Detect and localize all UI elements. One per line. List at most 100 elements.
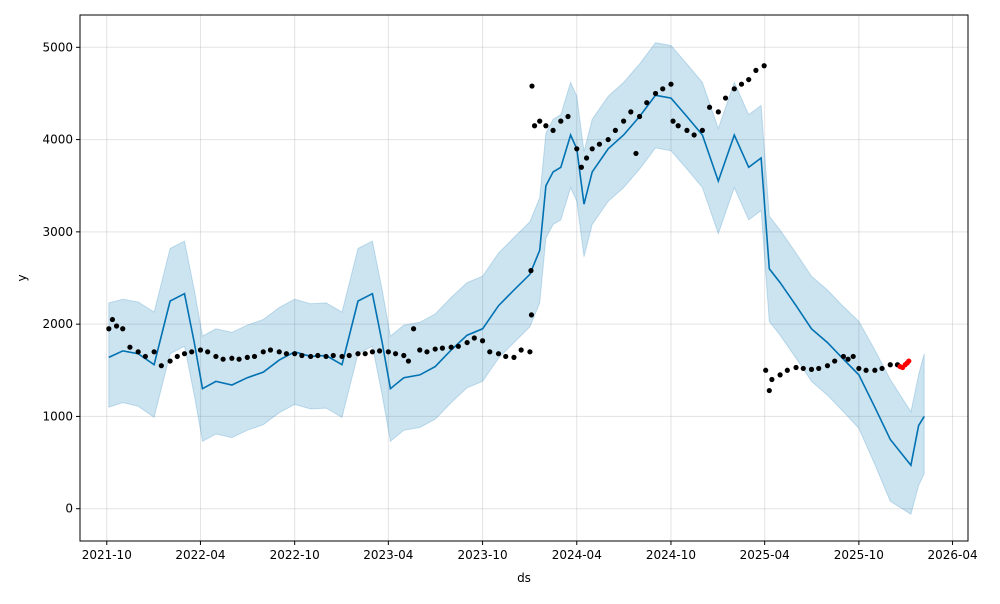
actual-point [142,353,148,360]
actual-point [432,346,438,352]
actual-point [283,351,290,357]
actual-point [181,351,188,357]
actual-point [135,349,141,355]
actual-point [197,347,204,353]
actual-point [479,338,486,344]
actual-point [527,349,533,355]
actual-point [151,349,157,355]
y-ticks: 0 1000 2000 3000 4000 5000 [42,40,80,516]
actual-point [495,351,502,357]
x-tick-label: 2023-04 [363,548,413,562]
actual-point [385,349,391,355]
x-ticks: 2021-10 2022-04 2022-10 2023-04 2023-10 2024-… [82,541,978,562]
actual-point [424,349,430,355]
actual-points [106,63,901,394]
actual-point [652,90,659,97]
actual-point [644,100,650,106]
actual-point [761,63,767,69]
actual-point [455,343,461,349]
actual-point [589,146,595,152]
actual-point [401,352,407,359]
actual-point [315,352,321,359]
actual-point [699,127,705,133]
actual-point [220,356,226,362]
actual-point [605,136,611,143]
actual-point [784,367,790,373]
plot-frame [79,14,969,542]
actual-point [583,155,590,161]
actual-point [872,367,878,373]
x-tick-label: 2022-10 [270,548,320,562]
actual-point [840,353,847,360]
actual-point [109,316,116,323]
actual-point [158,363,164,369]
actual-point [746,76,752,83]
actual-point [800,365,806,372]
actual-point [738,81,745,87]
grid [80,15,968,541]
x-tick-label: 2021-10 [82,548,132,562]
actual-point [675,123,681,129]
x-tick-label: 2025-10 [834,548,884,562]
actual-point [769,376,775,383]
actual-point [578,164,584,170]
actual-point [405,358,412,364]
x-tick-label: 2024-04 [552,548,602,562]
uncertainty-band [108,42,925,515]
y-tick-label: 4000 [42,133,73,147]
actual-point [448,344,454,350]
actual-point [106,326,112,332]
actual-point [856,365,862,372]
actual-point [392,351,399,357]
actual-point [793,364,799,371]
actual-point [308,353,314,360]
actual-point [660,86,666,92]
forecast-line [108,94,925,468]
actual-point [236,356,242,362]
actual-point [518,347,524,353]
actual-point [362,351,368,357]
actual-point [537,118,543,124]
x-tick-label: 2022-04 [175,548,225,562]
actual-point [439,345,446,351]
x-tick-label: 2026-04 [927,548,977,562]
actual-point [213,353,219,360]
y-tick-label: 3000 [42,225,73,239]
actual-point [574,146,580,152]
actual-point [189,349,195,355]
actual-point [244,354,250,360]
y-tick-label: 2000 [42,317,73,331]
actual-point [229,355,235,361]
actual-point [113,323,120,329]
actual-point [722,95,729,101]
actual-point [543,123,549,129]
actual-point [369,349,375,355]
actual-point [824,363,831,369]
actual-point [276,349,282,355]
actual-point [777,372,783,378]
actual-point [529,83,535,89]
actual-point [633,150,639,157]
actual-point [668,81,674,87]
actual-point [879,365,885,372]
actual-point [503,353,509,360]
actual-point [691,132,697,138]
actual-point [808,366,815,372]
actual-point [863,367,869,373]
actual-point [292,351,298,357]
actual-point [621,118,627,124]
x-tick-label: 2023-10 [457,548,507,562]
actual-point [636,113,643,120]
actual-point [850,353,856,360]
y-tick-label: 0 [65,502,73,516]
actual-point [346,352,352,359]
actual-point [339,353,345,360]
actual-point [487,349,493,355]
y-tick-label: 5000 [42,40,73,54]
actual-point [763,367,769,373]
actual-point [528,312,535,318]
actual-point [267,347,274,353]
actual-point [299,352,305,359]
recent-actual-points [897,358,912,371]
